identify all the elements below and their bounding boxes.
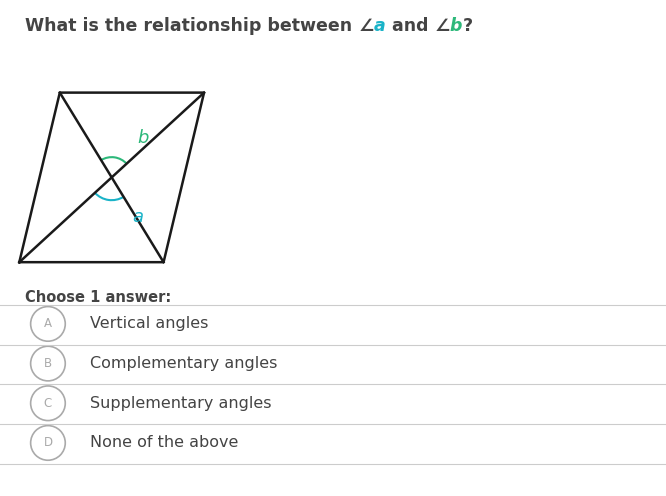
Text: ∠: ∠ (358, 17, 374, 35)
Text: b: b (137, 129, 149, 147)
Text: a: a (132, 208, 143, 226)
Text: C: C (44, 397, 52, 410)
Text: Complementary angles: Complementary angles (90, 356, 277, 371)
Text: Vertical angles: Vertical angles (90, 316, 208, 331)
Text: A: A (44, 317, 52, 330)
Text: None of the above: None of the above (90, 435, 238, 450)
Text: ?: ? (462, 17, 473, 35)
Text: ∠: ∠ (434, 17, 450, 35)
Text: B: B (44, 357, 52, 370)
Text: Supplementary angles: Supplementary angles (90, 396, 272, 411)
Text: D: D (43, 436, 53, 449)
Text: and: and (386, 17, 434, 35)
Text: What is the relationship between: What is the relationship between (25, 17, 358, 35)
Text: a: a (374, 17, 386, 35)
Text: b: b (450, 17, 462, 35)
Text: Choose 1 answer:: Choose 1 answer: (25, 290, 172, 305)
